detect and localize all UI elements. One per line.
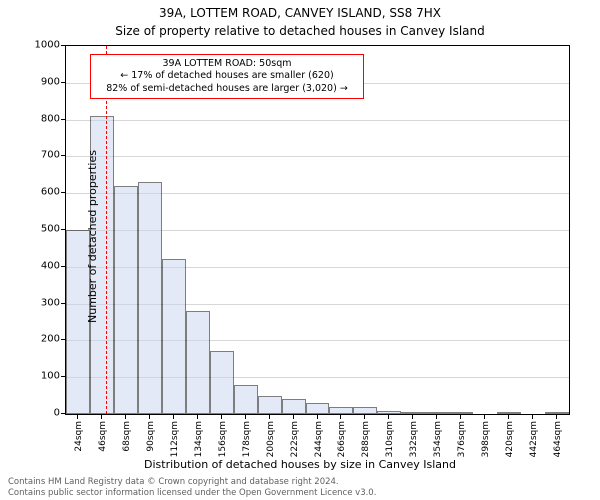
xtick-mark (245, 415, 246, 419)
ytick-mark (61, 155, 65, 156)
ytick-label: 700 (10, 150, 60, 161)
xtick-label: 266sqm (337, 421, 347, 461)
histogram-bar (258, 396, 282, 414)
ytick-label: 500 (10, 224, 60, 235)
xtick-mark (364, 415, 365, 419)
xtick-label: 156sqm (218, 421, 228, 461)
ytick-label: 400 (10, 260, 60, 271)
ytick-label: 0 (10, 408, 60, 419)
gridline (66, 120, 569, 121)
xtick-label: 90sqm (146, 421, 156, 461)
xtick-mark (340, 415, 341, 419)
histogram-bar (138, 182, 162, 414)
histogram-bar (449, 412, 473, 414)
ytick-label: 600 (10, 187, 60, 198)
xtick-label: 244sqm (314, 421, 324, 461)
xtick-label: 46sqm (98, 421, 108, 461)
attribution-line1: Contains HM Land Registry data © Crown c… (8, 477, 376, 488)
ytick-mark (61, 266, 65, 267)
xtick-label: 310sqm (385, 421, 395, 461)
xtick-mark (77, 415, 78, 419)
histogram-bar (353, 407, 377, 414)
gridline (66, 156, 569, 157)
xtick-label: 354sqm (433, 421, 443, 461)
ytick-mark (61, 82, 65, 83)
xtick-label: 134sqm (194, 421, 204, 461)
ytick-mark (61, 45, 65, 46)
xtick-label: 222sqm (290, 421, 300, 461)
xtick-mark (556, 415, 557, 419)
xtick-label: 464sqm (553, 421, 563, 461)
xtick-mark (221, 415, 222, 419)
histogram-bar (186, 311, 210, 414)
ytick-label: 300 (10, 297, 60, 308)
chart-title: Size of property relative to detached ho… (0, 24, 600, 38)
attribution-line2: Contains public sector information licen… (8, 488, 376, 499)
histogram-bar (210, 351, 234, 414)
xtick-label: 112sqm (170, 421, 180, 461)
xtick-mark (532, 415, 533, 419)
xtick-mark (508, 415, 509, 419)
xtick-label: 376sqm (457, 421, 467, 461)
xtick-label: 200sqm (266, 421, 276, 461)
ytick-mark (61, 303, 65, 304)
xtick-mark (412, 415, 413, 419)
property-size-line (106, 46, 107, 414)
xtick-label: 178sqm (242, 421, 252, 461)
xtick-mark (317, 415, 318, 419)
annotation-line1: 39A LOTTEM ROAD: 50sqm (97, 58, 357, 70)
ytick-mark (61, 376, 65, 377)
annotation-line3: 82% of semi-detached houses are larger (… (97, 83, 357, 95)
histogram-bar (114, 186, 138, 414)
ytick-label: 100 (10, 371, 60, 382)
ytick-label: 800 (10, 113, 60, 124)
histogram-bar (545, 412, 569, 414)
chart-suptitle: 39A, LOTTEM ROAD, CANVEY ISLAND, SS8 7HX (0, 6, 600, 20)
histogram-bar (329, 407, 353, 414)
histogram-bar (425, 412, 449, 414)
ytick-label: 1000 (10, 40, 60, 51)
histogram-bar (401, 412, 425, 414)
y-axis-label: Number of detached properties (86, 150, 99, 323)
histogram-bar (282, 399, 306, 414)
ytick-mark (61, 119, 65, 120)
histogram-bar (497, 412, 521, 414)
ytick-label: 200 (10, 334, 60, 345)
xtick-mark (197, 415, 198, 419)
attribution-text: Contains HM Land Registry data © Crown c… (8, 477, 376, 498)
ytick-label: 900 (10, 76, 60, 87)
xtick-label: 398sqm (481, 421, 491, 461)
xtick-label: 288sqm (361, 421, 371, 461)
xtick-label: 420sqm (505, 421, 515, 461)
xtick-label: 442sqm (529, 421, 539, 461)
xtick-mark (460, 415, 461, 419)
xtick-mark (125, 415, 126, 419)
annotation-line2: ← 17% of detached houses are smaller (62… (97, 70, 357, 82)
plot-area (65, 45, 570, 415)
ytick-mark (61, 413, 65, 414)
ytick-mark (61, 339, 65, 340)
histogram-bar (377, 411, 401, 414)
xtick-mark (293, 415, 294, 419)
xtick-mark (484, 415, 485, 419)
ytick-mark (61, 229, 65, 230)
xtick-mark (269, 415, 270, 419)
xtick-mark (436, 415, 437, 419)
xtick-mark (388, 415, 389, 419)
histogram-bar (162, 259, 186, 414)
ytick-mark (61, 192, 65, 193)
xtick-label: 332sqm (409, 421, 419, 461)
xtick-label: 24sqm (74, 421, 84, 461)
xtick-mark (101, 415, 102, 419)
annotation-box: 39A LOTTEM ROAD: 50sqm ← 17% of detached… (90, 54, 364, 99)
xtick-mark (173, 415, 174, 419)
histogram-bar (306, 403, 330, 414)
histogram-bar (234, 385, 258, 414)
xtick-mark (149, 415, 150, 419)
xtick-label: 68sqm (122, 421, 132, 461)
